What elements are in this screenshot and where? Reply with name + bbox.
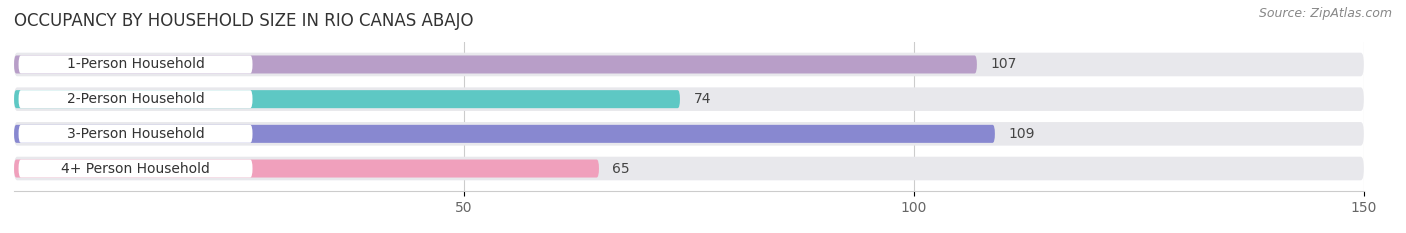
Text: 74: 74 [693,92,711,106]
FancyBboxPatch shape [14,125,995,143]
Text: 109: 109 [1008,127,1035,141]
Text: 3-Person Household: 3-Person Household [66,127,204,141]
FancyBboxPatch shape [14,122,1364,146]
Text: OCCUPANCY BY HOUSEHOLD SIZE IN RIO CANAS ABAJO: OCCUPANCY BY HOUSEHOLD SIZE IN RIO CANAS… [14,12,474,30]
FancyBboxPatch shape [18,160,253,178]
FancyBboxPatch shape [18,55,253,73]
FancyBboxPatch shape [14,90,681,108]
FancyBboxPatch shape [14,87,1364,111]
Text: 4+ Person Household: 4+ Person Household [60,161,209,175]
Text: 2-Person Household: 2-Person Household [66,92,204,106]
FancyBboxPatch shape [14,160,599,178]
FancyBboxPatch shape [14,55,977,73]
FancyBboxPatch shape [14,53,1364,76]
FancyBboxPatch shape [18,90,253,108]
FancyBboxPatch shape [18,125,253,143]
Text: Source: ZipAtlas.com: Source: ZipAtlas.com [1258,7,1392,20]
Text: 1-Person Household: 1-Person Household [66,58,204,72]
Text: 65: 65 [613,161,630,175]
Text: 107: 107 [990,58,1017,72]
FancyBboxPatch shape [14,157,1364,180]
